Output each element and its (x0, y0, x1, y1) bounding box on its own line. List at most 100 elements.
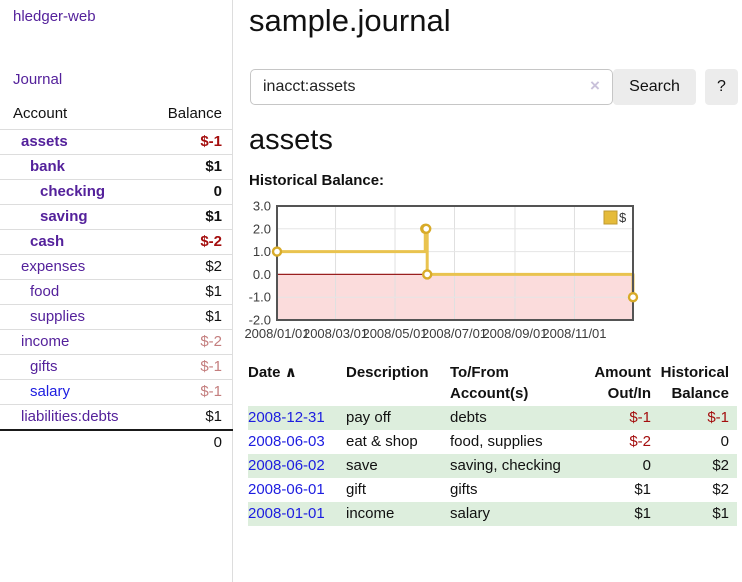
transaction-balance: $2 (712, 457, 729, 474)
account-row: income $-2 (0, 329, 233, 355)
search-input[interactable] (250, 69, 613, 105)
account-link-supplies[interactable]: supplies (30, 308, 86, 325)
y-tick-label: -2.0 (249, 313, 271, 328)
register-table: Date ∧ Description To/From Account(s) Am… (248, 362, 737, 526)
sidebar: hledger-web Journal Account Balance asse… (0, 0, 233, 582)
x-tick-label: 2008/03/01 (303, 326, 368, 341)
accounts-header-account: Account (13, 105, 68, 122)
account-balance: $1 (205, 308, 222, 325)
account-link-saving[interactable]: saving (40, 208, 88, 225)
y-tick-label: 0.0 (253, 267, 271, 282)
x-tick-label: 2008/09/01 (482, 326, 547, 341)
account-link-checking[interactable]: checking (40, 183, 106, 200)
register-header-accounts: To/From Account(s) (450, 364, 529, 402)
page-title: sample.journal (249, 3, 451, 38)
transaction-balance: $1 (712, 505, 729, 522)
account-link-food[interactable]: food (30, 283, 60, 300)
account-link-gifts[interactable]: gifts (30, 358, 58, 375)
account-balance: $-1 (200, 133, 222, 150)
data-point-marker (421, 223, 432, 234)
register-header-date[interactable]: Date ∧ (248, 364, 297, 381)
x-tick-label: 2008/11/01 (542, 326, 606, 341)
transaction-description: save (346, 457, 378, 474)
register-header-description: Description (346, 364, 429, 381)
account-link-income[interactable]: income (21, 333, 70, 350)
transaction-description: pay off (346, 409, 391, 426)
register-row: 2008-06-03 eat & shop food, supplies $-2 0 (248, 430, 737, 454)
transaction-accounts: salary (450, 505, 491, 522)
transaction-date-link[interactable]: 2008-01-01 (248, 505, 325, 522)
account-link-assets[interactable]: assets (21, 133, 68, 150)
plot-border (276, 205, 634, 321)
account-link-expenses[interactable]: expenses (21, 258, 86, 275)
transaction-date-link[interactable]: 2008-12-31 (248, 409, 325, 426)
account-row: gifts $-1 (0, 354, 233, 380)
y-tick-label: 2.0 (253, 221, 271, 236)
account-row: expenses $2 (0, 254, 233, 280)
transaction-description: income (346, 505, 395, 522)
sort-asc-icon: ∧ (284, 364, 297, 381)
account-row: cash $-2 (0, 229, 233, 255)
transaction-amount: $1 (634, 505, 651, 522)
register-header-row: Date ∧ Description To/From Account(s) Am… (248, 362, 737, 406)
account-balance: $-2 (200, 233, 222, 250)
account-link-salary[interactable]: salary (30, 383, 71, 400)
account-row: checking 0 (0, 179, 233, 205)
account-balance: $1 (205, 208, 222, 225)
account-link-bank[interactable]: bank (30, 158, 66, 175)
register-header-balance: Historical Balance (660, 364, 729, 402)
account-balance: $-1 (200, 383, 222, 400)
accounts-table: Account Balance assets $-1 bank $1 checking 0… (0, 101, 233, 455)
help-button[interactable]: ? (705, 69, 738, 105)
account-balance: $2 (205, 258, 222, 275)
chart-title: Historical Balance: (249, 172, 385, 189)
account-row: food $1 (0, 279, 233, 305)
data-point-marker (271, 246, 283, 257)
data-point-marker (422, 269, 433, 280)
search-button[interactable]: Search (613, 69, 696, 105)
y-tick-label: 1.0 (253, 244, 271, 259)
account-link-cash[interactable]: cash (30, 233, 65, 250)
account-balance: 0 (213, 183, 222, 200)
transaction-description: eat & shop (346, 433, 418, 450)
transaction-accounts: debts (450, 409, 487, 426)
y-tick-label: -1.0 (249, 290, 271, 305)
account-row: supplies $1 (0, 304, 233, 330)
transaction-accounts: food, supplies (450, 433, 543, 450)
account-link-liabilities-debts[interactable]: liabilities:debts (21, 408, 119, 425)
transaction-balance: $-1 (707, 409, 729, 426)
historical-balance-chart: $3.0 2.0 1.0 0.0 -1.0 -2.02008/01/012008/03/0… (244, 200, 639, 341)
transaction-accounts: gifts (450, 481, 478, 498)
account-row: assets $-1 (0, 129, 233, 155)
register-header-amount: Amount Out/In (594, 364, 651, 402)
app-title-link[interactable]: hledger-web (13, 8, 96, 25)
transaction-amount: $-1 (629, 409, 651, 426)
accounts-header-balance: Balance (167, 105, 222, 122)
register-row: 2008-06-01 gift gifts $1 $2 (248, 478, 737, 502)
x-tick-label: 2008/01/01 (244, 326, 309, 341)
transaction-date-link[interactable]: 2008-06-02 (248, 457, 325, 474)
transaction-date-link[interactable]: 2008-06-01 (248, 481, 325, 498)
clear-search-icon[interactable]: × (590, 76, 600, 95)
legend-label: $ (619, 210, 627, 225)
transaction-balance: $2 (712, 481, 729, 498)
account-row: bank $1 (0, 154, 233, 180)
account-row: liabilities:debts $1 (0, 404, 233, 431)
transaction-description: gift (346, 481, 367, 498)
register-row: 2008-01-01 income salary $1 $1 (248, 502, 737, 526)
account-row: saving $1 (0, 204, 233, 230)
account-balance: $-1 (200, 358, 222, 375)
transaction-amount: $1 (634, 481, 651, 498)
register-row: 2008-12-31 pay off debts $-1 $-1 (248, 406, 737, 430)
transaction-date-link[interactable]: 2008-06-03 (248, 433, 325, 450)
account-balance: $1 (205, 408, 222, 425)
x-tick-label: 2008/07/01 (422, 326, 487, 341)
transaction-amount: 0 (642, 457, 651, 474)
account-row: salary $-1 (0, 379, 233, 405)
transaction-amount: $-2 (629, 433, 651, 450)
transaction-balance: 0 (720, 433, 729, 450)
account-balance: $-2 (200, 333, 222, 350)
accounts-table-header: Account Balance (0, 101, 233, 130)
account-heading: assets (249, 124, 333, 156)
sidebar-item-journal[interactable]: Journal (13, 71, 63, 88)
